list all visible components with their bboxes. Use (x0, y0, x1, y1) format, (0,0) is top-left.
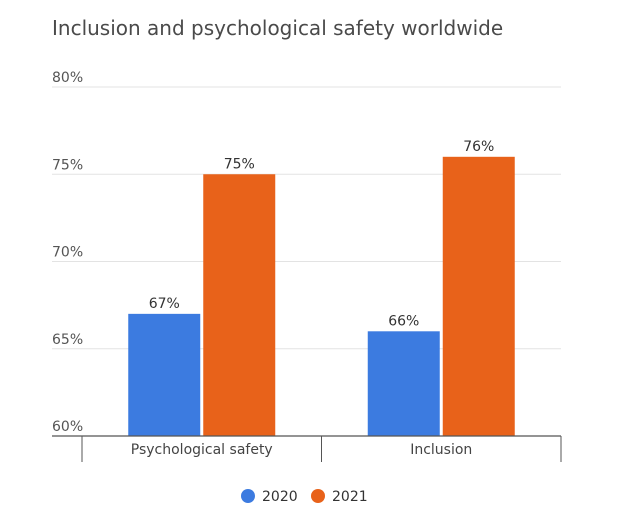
y-tick-label: 65% (52, 332, 83, 348)
x-category-label: Psychological safety (131, 442, 273, 458)
y-axis-tick-labels: 60% 65% 70% 75% 80% (52, 70, 83, 435)
y-tick-label: 75% (52, 157, 83, 173)
bar-2021-0 (203, 174, 276, 436)
bar-2020-1 (367, 331, 440, 436)
legend-swatch (241, 489, 255, 503)
bars (128, 156, 515, 437)
y-tick-label: 70% (52, 245, 83, 261)
chart-title: Inclusion and psychological safety world… (52, 16, 504, 40)
data-label: 76% (463, 139, 494, 155)
y-tick-label: 80% (52, 70, 83, 86)
legend: 2020 2021 (241, 489, 368, 505)
legend-swatch (311, 489, 325, 503)
data-label: 67% (149, 296, 180, 312)
x-category-label: Inclusion (410, 442, 472, 458)
y-tick-label: 60% (52, 419, 83, 435)
x-axis: Psychological safety Inclusion (52, 435, 562, 462)
data-label: 66% (388, 313, 419, 329)
legend-label: 2020 (262, 489, 298, 505)
bar-2021-1 (442, 156, 515, 437)
bar-2020-0 (128, 313, 201, 436)
data-labels: 67% 75% 66% 76% (149, 139, 495, 329)
legend-label: 2021 (332, 489, 368, 505)
data-label: 75% (224, 156, 255, 172)
